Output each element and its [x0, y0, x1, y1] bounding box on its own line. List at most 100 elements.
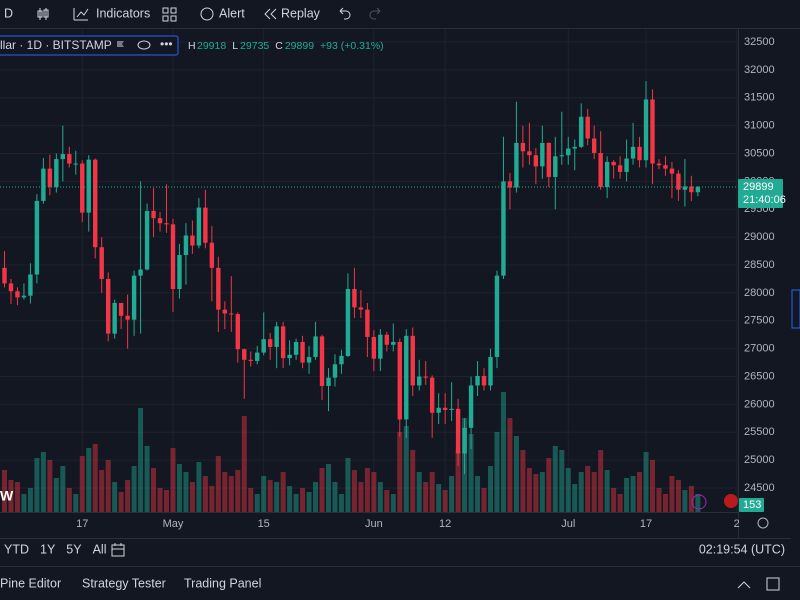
volume-bar [21, 494, 27, 512]
candle-body [384, 334, 390, 345]
range-button[interactable]: All [93, 542, 107, 556]
candle-body [630, 146, 636, 159]
volume-bar [189, 482, 195, 512]
candle-body [533, 155, 539, 167]
candle-body [572, 146, 577, 149]
legend-change: +93 (+0.31%) [320, 40, 384, 52]
volume-bar [559, 450, 565, 512]
volume-bar [675, 480, 681, 512]
candle-body [365, 309, 370, 337]
replay-icon[interactable] [264, 8, 277, 20]
y-tick-label: 26500 [744, 370, 775, 382]
maximize-icon[interactable] [766, 577, 780, 591]
candle-body [475, 375, 480, 386]
legend-h-label: H [188, 40, 196, 52]
candle-body [371, 336, 377, 359]
volume-bar [481, 488, 487, 512]
y-tick-label: 26000 [744, 398, 775, 410]
volume-bar [306, 492, 312, 512]
candle-body [650, 99, 655, 164]
x-tick-label: May [163, 518, 184, 530]
candle-body [468, 385, 474, 428]
volume-bar [118, 492, 124, 512]
volume-bar [494, 432, 500, 512]
candle-body [15, 291, 20, 298]
volume-bar [397, 432, 403, 512]
candle-body [604, 161, 610, 187]
eye-icon[interactable] [137, 40, 151, 50]
candle-body [131, 275, 137, 320]
candle-body [293, 341, 299, 355]
volume-bar [1, 470, 7, 512]
volume-bar [196, 462, 202, 512]
volume-bar [539, 472, 545, 512]
range-button[interactable]: 5Y [66, 542, 82, 556]
candle-body [21, 295, 27, 298]
volume-bar [520, 450, 526, 512]
candle-body [177, 254, 182, 290]
volume-bar [546, 458, 552, 512]
replay-button[interactable]: Replay [281, 6, 321, 20]
volume-bar [125, 480, 131, 512]
redo-icon[interactable] [369, 7, 381, 20]
candle-body [242, 349, 247, 360]
candle-body [261, 339, 266, 353]
right-widget[interactable] [791, 289, 800, 329]
candle-body [170, 224, 176, 290]
range-button[interactable]: YTD [4, 542, 29, 556]
candle-body [190, 235, 195, 246]
candle-body [689, 186, 694, 193]
panel-tab[interactable]: Pine Editor [0, 576, 61, 590]
candle-body [183, 235, 189, 255]
volume-bar [475, 476, 481, 512]
chart-type-icon[interactable] [37, 8, 49, 20]
indicators-icon[interactable] [73, 8, 89, 21]
volume-bar [468, 434, 474, 512]
range-button[interactable]: 1Y [40, 542, 56, 556]
indicators-button[interactable]: Indicators [96, 6, 150, 20]
clock[interactable]: 02:19:54 (UTC) [699, 542, 785, 556]
more-icon[interactable]: ••• [160, 37, 173, 51]
candle-body [138, 269, 143, 276]
flag-icon[interactable] [117, 41, 124, 47]
flash-icon[interactable] [691, 494, 707, 510]
volume-bar [60, 466, 66, 512]
candle-body [378, 334, 383, 359]
candle-body [442, 407, 448, 410]
candle-body [274, 326, 279, 347]
volume-bar [280, 472, 286, 512]
legend-box[interactable] [0, 35, 179, 56]
candle-body [566, 148, 571, 156]
candle-body [313, 336, 318, 358]
volume-bar [662, 494, 668, 512]
candle-body [144, 210, 150, 270]
volume-bar [254, 494, 260, 512]
layouts-icon[interactable] [162, 7, 177, 22]
candle-body [326, 377, 331, 387]
panel-tab[interactable]: Trading Panel [184, 576, 261, 590]
y-tick-label: 31500 [744, 92, 775, 104]
date-range-icon[interactable] [111, 543, 125, 557]
alert-icon[interactable] [200, 7, 214, 21]
undo-icon[interactable] [339, 7, 351, 20]
candle-body [695, 187, 701, 193]
candle-body [455, 408, 461, 454]
candle-body [501, 181, 506, 276]
panel-tab[interactable]: Strategy Tester [82, 576, 166, 590]
volume-bar [261, 476, 267, 512]
volume-bar [183, 472, 189, 512]
volume-bar [345, 458, 351, 512]
volume-bar [222, 472, 228, 512]
candle-body [151, 210, 156, 219]
collapse-icon[interactable] [737, 581, 751, 589]
volume-bar [131, 466, 137, 512]
volume-bar [241, 416, 247, 512]
interval[interactable]: D [4, 6, 13, 20]
volume-bar [40, 452, 46, 512]
candle-body [41, 168, 46, 201]
volume-bar [73, 494, 79, 512]
volume-bar [228, 476, 234, 512]
logo: W [0, 488, 14, 504]
alert-button[interactable]: Alert [219, 6, 245, 20]
volume-bar [656, 488, 662, 512]
